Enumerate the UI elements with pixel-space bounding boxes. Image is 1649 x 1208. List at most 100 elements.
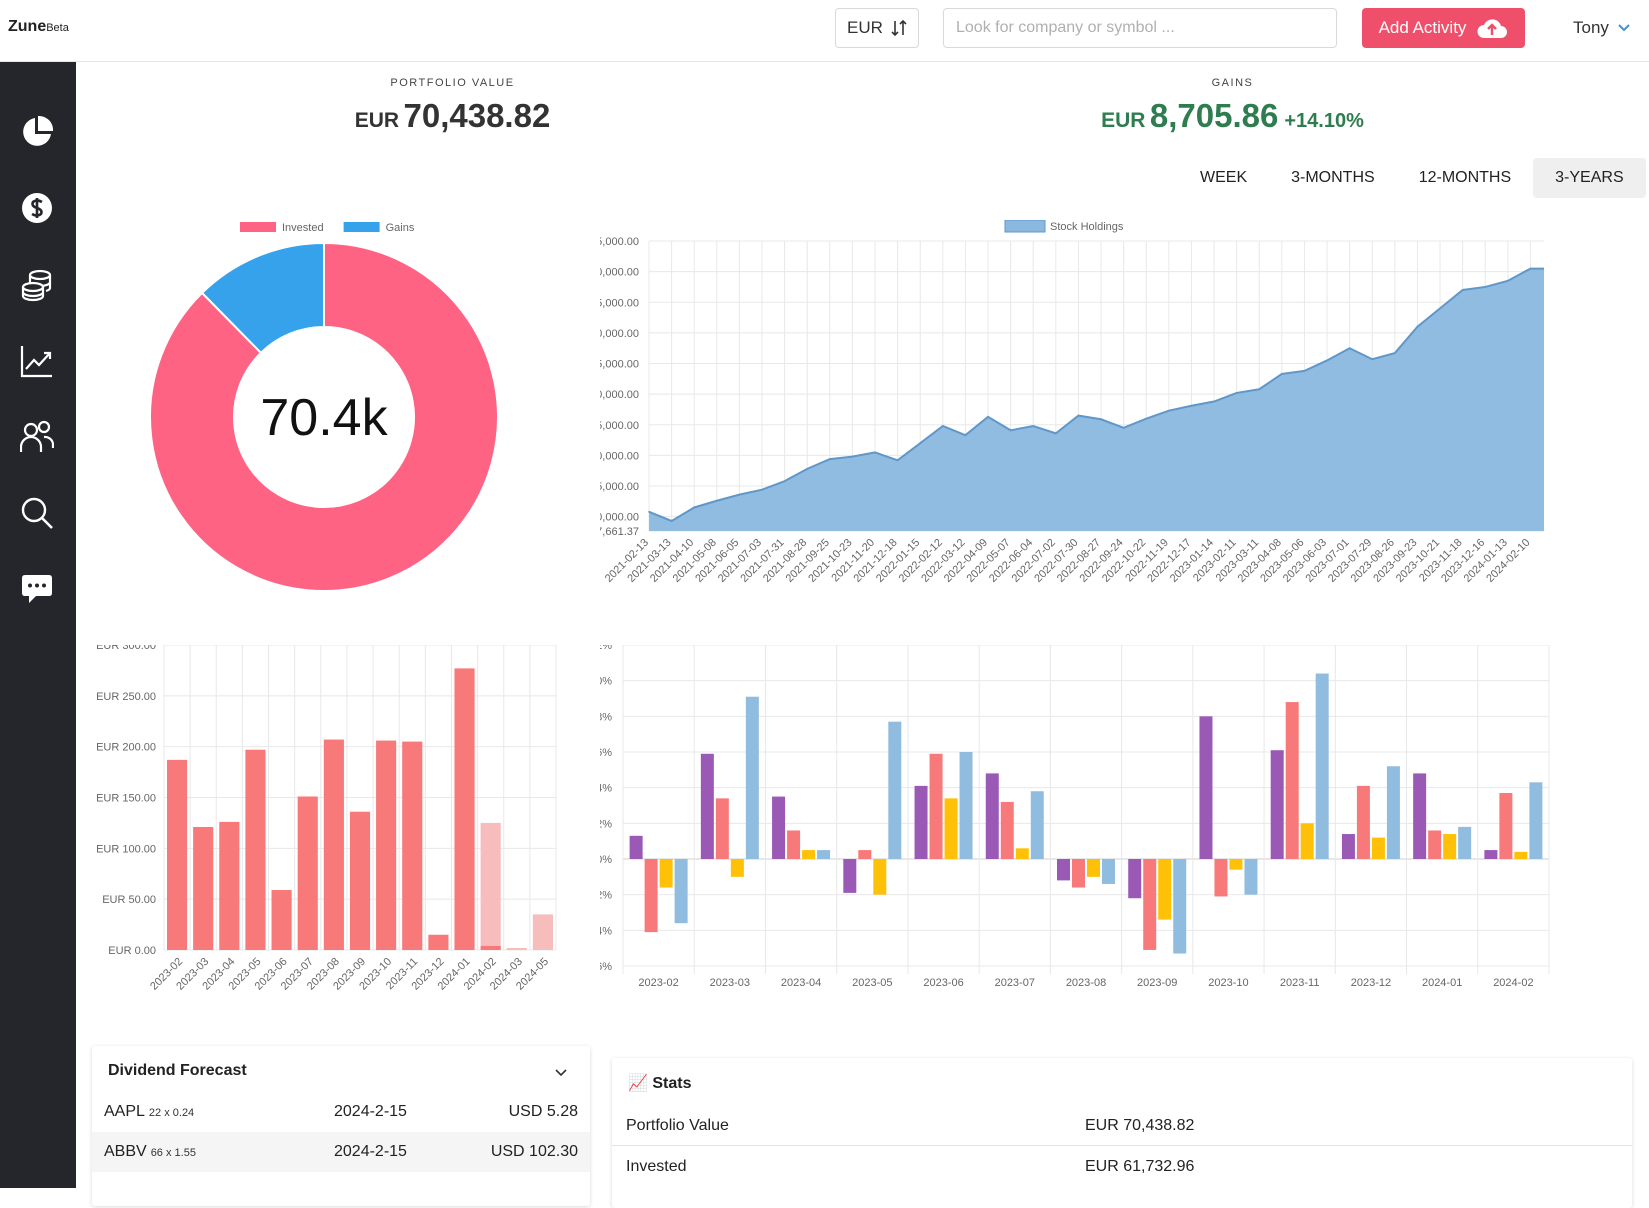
x-tick-label: 2024-02 [1493, 977, 1533, 989]
performance-bar [700, 753, 714, 859]
announced-dividend-bar [532, 914, 553, 950]
data-point [1032, 425, 1035, 427]
y-tick-label: 2% [600, 818, 612, 830]
brand-logo[interactable]: ZuneBeta [8, 18, 69, 36]
stats-row: Portfolio Value EUR 70,438.82 [612, 1106, 1632, 1146]
performance-bar [1529, 782, 1543, 859]
received-dividend-bar [167, 759, 188, 950]
currency-label: EUR [847, 18, 883, 37]
donut-slice [150, 241, 499, 592]
search-input[interactable] [943, 8, 1337, 48]
stats-card: 📈 Stats Portfolio Value EUR 70,438.82 In… [612, 1058, 1632, 1208]
brand-suffix: Beta [46, 22, 69, 34]
y-tick-label: 45,000.00 [600, 420, 639, 432]
data-point [1145, 417, 1148, 420]
add-activity-button[interactable]: Add Activity [1362, 8, 1525, 48]
forecast-row[interactable]: AAPL 22 x 0.24 2024-2-15 USD 5.28 [92, 1092, 590, 1132]
line-chart-icon [20, 346, 52, 378]
data-point [1484, 286, 1487, 288]
stats-row: Invested EUR 61,732.96 [612, 1147, 1632, 1187]
performance-bar [1173, 859, 1187, 954]
performance-bar [929, 753, 943, 859]
data-point [1235, 392, 1238, 394]
portfolio-value: 70,438.82 [403, 97, 551, 134]
dividend-forecast-title: Dividend Forecast [108, 1062, 247, 1079]
stats-label: Portfolio Value [626, 1116, 729, 1134]
sidebar-item-dividends[interactable] [18, 189, 56, 227]
data-point [1439, 307, 1441, 310]
performance-bar [985, 773, 999, 859]
gains-label: GAINS [1211, 77, 1254, 89]
gains-currency: EUR [1101, 109, 1146, 132]
sidebar-item-community[interactable] [18, 418, 56, 456]
x-tick-label: 2023-02 [638, 977, 678, 989]
dividend-forecast-card: Dividend Forecast AAPL 22 x 0.24 2024-2-1… [92, 1046, 590, 1206]
performance-bar [1270, 750, 1284, 859]
performance-bar [772, 796, 786, 859]
performance-bar [1514, 851, 1528, 859]
performance-bar [944, 798, 958, 859]
received-dividend-bar [376, 740, 397, 950]
chevron-down-icon [1618, 24, 1630, 32]
received-dividend-bar [245, 749, 266, 950]
tab-12-months[interactable]: 12-MONTHS [1418, 169, 1512, 186]
x-tick-label: 2023-08 [1066, 977, 1106, 989]
performance-bar [1300, 823, 1314, 859]
forecast-symbol: ABBV [104, 1143, 147, 1160]
performance-bar [730, 859, 744, 877]
performance-bar [1428, 830, 1442, 859]
performance-bar [1143, 859, 1157, 950]
received-dividend-bar [402, 741, 423, 950]
chevron-down-icon[interactable] [554, 1068, 568, 1078]
y-tick-label: 12% [600, 645, 612, 652]
data-point [964, 434, 967, 436]
search-icon [21, 497, 53, 529]
performance-bar [1087, 859, 1100, 877]
y-tick-label: 4% [600, 783, 612, 795]
gains-percent: +14.10% [1284, 110, 1364, 132]
data-point [1529, 267, 1532, 270]
x-tick-label: 2023-04 [781, 977, 821, 989]
range-tabs: WEEK 3-MONTHS 12-MONTHS 3-YEARS [1178, 158, 1646, 198]
sidebar-item-portfolio[interactable] [18, 113, 56, 151]
tab-3-years[interactable]: 3-YEARS [1533, 158, 1646, 198]
y-tick-label: -4% [600, 925, 612, 937]
gains-kpi: GAINS EUR 8,705.86 +14.10% [1030, 77, 1435, 135]
user-menu[interactable]: Tony [1573, 18, 1631, 38]
performance-bar [1458, 826, 1472, 859]
performance-bar [715, 798, 729, 859]
performance-bar [659, 859, 673, 888]
sidebar [0, 62, 76, 1188]
forecast-amount: USD 102.30 [490, 1143, 578, 1160]
performance-bar [1000, 801, 1014, 859]
data-point [1100, 418, 1102, 421]
y-tick-label: 8% [600, 711, 612, 723]
sidebar-item-chat[interactable] [18, 570, 56, 608]
donut-center-label: 70.4k [260, 389, 388, 447]
y-tick-label: 27,661.37 [600, 526, 639, 538]
performance-bar [914, 785, 928, 859]
data-point [874, 451, 876, 454]
x-tick-label: 2023-09 [1137, 977, 1177, 989]
performance-bar [1158, 859, 1172, 920]
x-tick-label: 2023-10 [1208, 977, 1248, 989]
data-point [1326, 359, 1328, 362]
y-tick-label: 75,000.00 [600, 236, 639, 248]
data-point [716, 499, 718, 502]
performance-bar [644, 859, 658, 933]
legend-swatch [343, 222, 380, 232]
x-tick-label: 2023-03 [710, 977, 750, 989]
tab-3-months[interactable]: 3-MONTHS [1291, 169, 1375, 186]
forecast-row[interactable]: ABBV 66 x 1.55 2024-2-15 USD 102.30 [92, 1132, 590, 1172]
performance-bar [802, 850, 816, 859]
performance-bar [873, 859, 887, 895]
currency-selector[interactable]: EUR [835, 8, 919, 48]
sidebar-item-holdings[interactable] [18, 266, 56, 304]
add-activity-label: Add Activity [1378, 18, 1467, 37]
sidebar-item-search[interactable] [18, 494, 56, 532]
sidebar-item-performance[interactable] [18, 342, 56, 380]
data-point [942, 425, 944, 427]
performance-bar [1244, 859, 1258, 895]
data-point [851, 455, 854, 458]
tab-week[interactable]: WEEK [1200, 169, 1248, 186]
